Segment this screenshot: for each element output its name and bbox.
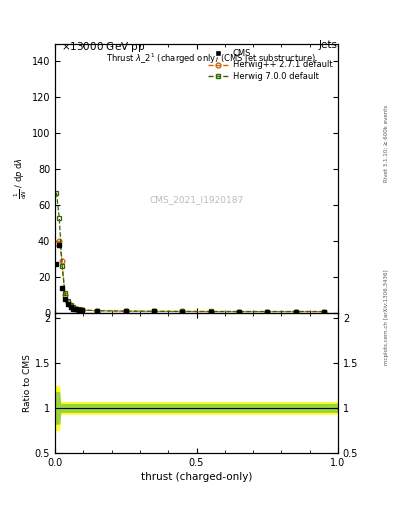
Text: CMS_2021_I1920187: CMS_2021_I1920187 — [149, 195, 244, 204]
Y-axis label: Ratio to CMS: Ratio to CMS — [23, 354, 32, 412]
Text: Thrust $\lambda\_2^1$ (charged only) (CMS jet substructure): Thrust $\lambda\_2^1$ (charged only) (CM… — [106, 52, 316, 66]
X-axis label: thrust (charged-only): thrust (charged-only) — [141, 472, 252, 482]
Y-axis label: $\frac{1}{\mathrm{d}N}$ / $\mathrm{d}p$ $\mathrm{d}\lambda$: $\frac{1}{\mathrm{d}N}$ / $\mathrm{d}p$ … — [13, 157, 29, 199]
Text: Rivet 3.1.10; ≥ 600k events: Rivet 3.1.10; ≥ 600k events — [384, 105, 389, 182]
Text: $\times$13000 GeV pp: $\times$13000 GeV pp — [61, 40, 145, 54]
Text: Jets: Jets — [318, 40, 337, 50]
Text: mcplots.cern.ch [arXiv:1306.3436]: mcplots.cern.ch [arXiv:1306.3436] — [384, 270, 389, 365]
Legend: CMS, Herwig++ 2.7.1 default, Herwig 7.0.0 default: CMS, Herwig++ 2.7.1 default, Herwig 7.0.… — [206, 48, 334, 82]
